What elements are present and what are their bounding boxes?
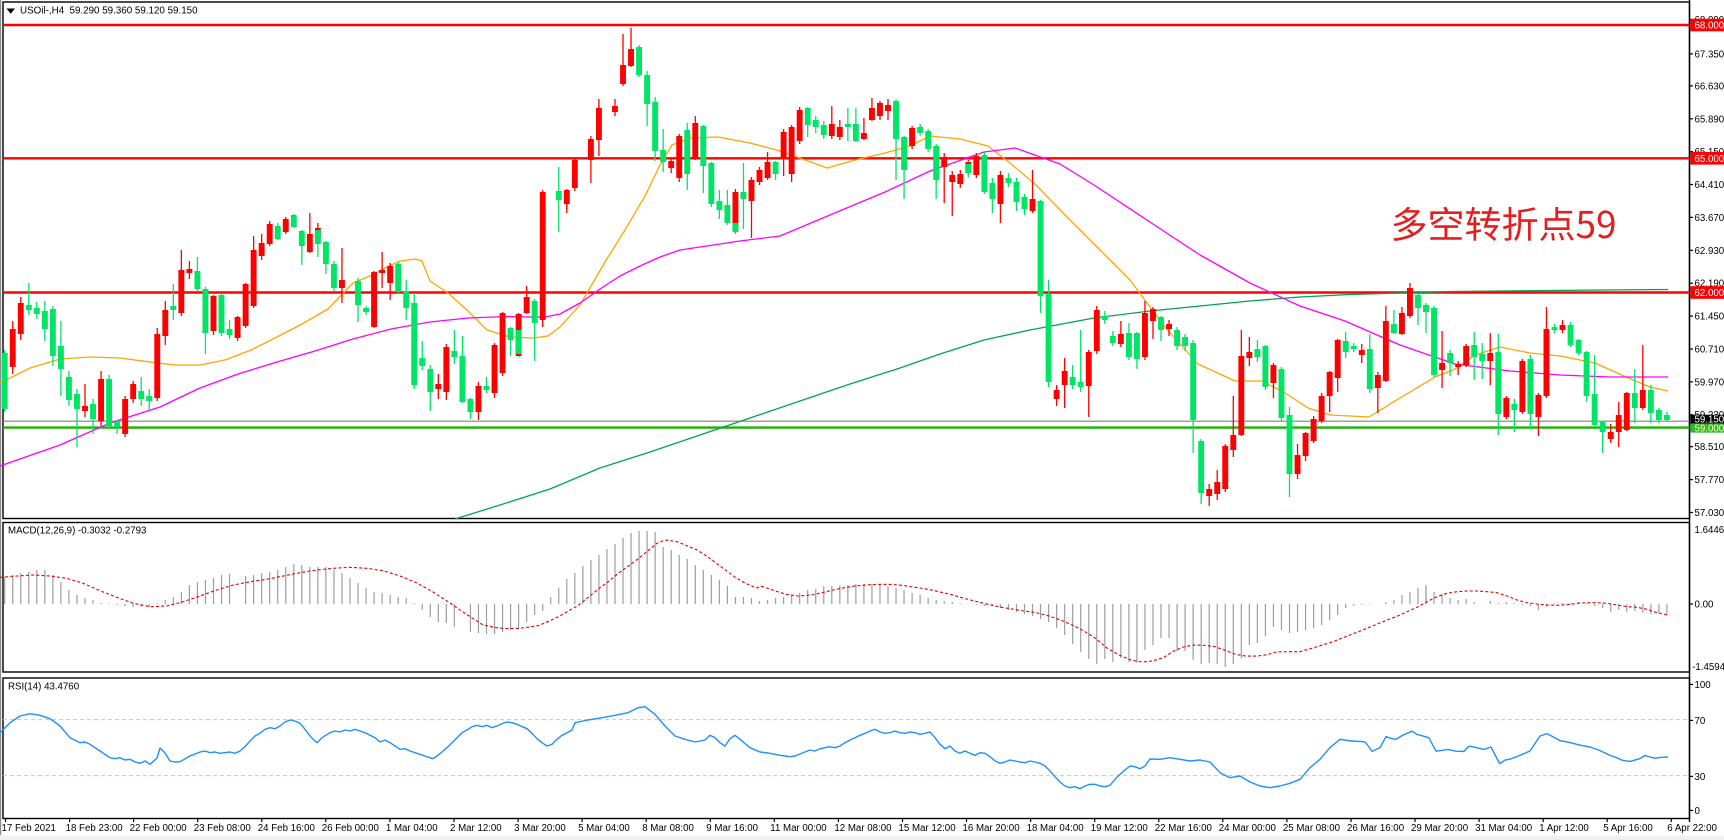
svg-text:100: 100 [1695,680,1712,691]
svg-text:24 Feb 16:00: 24 Feb 16:00 [258,823,316,834]
svg-text:59.000: 59.000 [1695,424,1724,435]
svg-text:16 Mar 20:00: 16 Mar 20:00 [963,823,1021,834]
svg-text:61.450: 61.450 [1695,312,1724,323]
svg-text:65.890: 65.890 [1695,114,1724,125]
svg-text:25 Mar 08:00: 25 Mar 08:00 [1283,823,1341,834]
svg-text:62.000: 62.000 [1695,288,1724,299]
svg-text:24 Mar 00:00: 24 Mar 00:00 [1219,823,1277,834]
svg-text:60.710: 60.710 [1695,345,1724,356]
svg-text:66.630: 66.630 [1695,81,1724,92]
svg-text:68.000: 68.000 [1695,21,1724,32]
svg-text:1 Mar 04:00: 1 Mar 04:00 [386,823,438,834]
svg-text:31 Mar 04:00: 31 Mar 04:00 [1475,823,1533,834]
svg-text:67.350: 67.350 [1695,49,1724,60]
svg-text:12 Mar 08:00: 12 Mar 08:00 [834,823,892,834]
svg-text:8 Mar 08:00: 8 Mar 08:00 [642,823,694,834]
svg-text:1 Apr 12:00: 1 Apr 12:00 [1539,823,1589,834]
svg-text:USOil-,H4 59.290 59.360 59.12: USOil-,H4 59.290 59.360 59.120 59.150 [20,5,198,16]
svg-text:19 Mar 12:00: 19 Mar 12:00 [1091,823,1149,834]
svg-text:5 Apr 16:00: 5 Apr 16:00 [1603,823,1653,834]
svg-text:26 Feb 00:00: 26 Feb 00:00 [322,823,380,834]
svg-text:-1.4594: -1.4594 [1692,662,1724,673]
svg-text:29 Mar 20:00: 29 Mar 20:00 [1411,823,1469,834]
svg-text:3 Mar 20:00: 3 Mar 20:00 [514,823,566,834]
svg-text:22 Mar 16:00: 22 Mar 16:00 [1155,823,1213,834]
svg-text:70: 70 [1695,716,1706,727]
svg-text:6 Apr 22:00: 6 Apr 22:00 [1667,823,1717,834]
svg-text:57.030: 57.030 [1695,508,1724,519]
svg-text:22 Feb 00:00: 22 Feb 00:00 [130,823,188,834]
svg-text:62.190: 62.190 [1695,279,1724,290]
svg-text:11 Mar 00:00: 11 Mar 00:00 [770,823,827,834]
svg-text:0: 0 [1695,806,1701,817]
svg-text:62.930: 62.930 [1695,246,1724,257]
svg-text:26 Mar 16:00: 26 Mar 16:00 [1347,823,1405,834]
svg-text:0.00: 0.00 [1695,600,1714,611]
svg-text:57.770: 57.770 [1695,475,1724,486]
svg-text:18 Mar 04:00: 18 Mar 04:00 [1027,823,1085,834]
svg-text:17 Feb 2021: 17 Feb 2021 [2,823,56,834]
svg-text:15 Mar 12:00: 15 Mar 12:00 [899,823,957,834]
svg-text:30: 30 [1695,772,1706,783]
svg-text:2 Mar 12:00: 2 Mar 12:00 [450,823,502,834]
svg-text:58.510: 58.510 [1695,442,1724,453]
svg-text:9 Mar 16:00: 9 Mar 16:00 [706,823,758,834]
svg-text:18 Feb 23:00: 18 Feb 23:00 [66,823,124,834]
svg-text:64.410: 64.410 [1695,180,1724,191]
svg-text:65.000: 65.000 [1695,154,1724,165]
svg-text:59.150: 59.150 [1695,415,1724,426]
svg-text:59.970: 59.970 [1695,377,1724,388]
svg-text:5 Mar 04:00: 5 Mar 04:00 [578,823,630,834]
svg-text:RSI(14) 43.4760: RSI(14) 43.4760 [8,682,80,693]
svg-text:23 Feb 08:00: 23 Feb 08:00 [194,823,252,834]
svg-text:MACD(12,26,9) -0.3032 -0.2793: MACD(12,26,9) -0.3032 -0.2793 [8,526,146,537]
svg-text:63.670: 63.670 [1695,213,1724,224]
svg-text:1.6446: 1.6446 [1695,525,1724,536]
